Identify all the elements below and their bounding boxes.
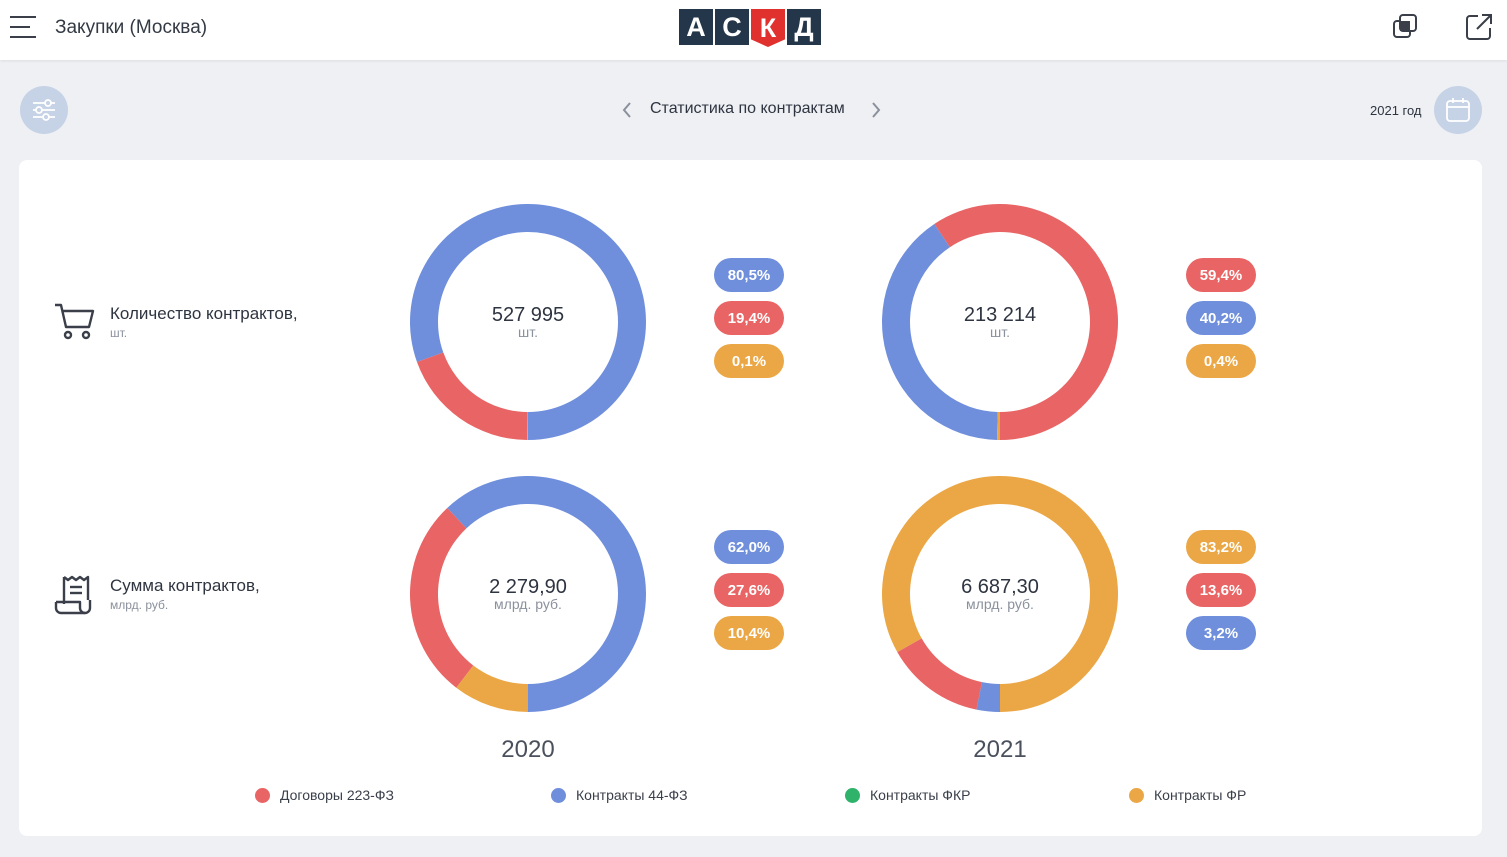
donut-unit: млрд. руб. — [966, 596, 1034, 612]
donut-value: 213 214 — [963, 304, 1037, 326]
filter-button[interactable] — [20, 86, 68, 134]
row-title-count: Количество контрактов, — [110, 304, 298, 323]
prev-arrow-icon[interactable] — [620, 100, 634, 120]
logo-letter: А — [679, 9, 713, 45]
year-caption-2021: 2021 — [973, 736, 1027, 763]
percent-badge: 13,6% — [1186, 573, 1256, 607]
percent-badge: 80,5% — [714, 258, 784, 292]
page-title: Статистика по контрактам — [650, 100, 845, 117]
receipt-icon — [54, 574, 96, 621]
copy-window-icon[interactable] — [1390, 12, 1420, 42]
legend-dot — [255, 787, 270, 803]
donut-segment — [976, 682, 1000, 712]
legend-label: Договоры 223-ФЗ — [280, 787, 394, 803]
donut-unit: млрд. руб. — [494, 596, 562, 612]
row-subtitle-count: шт. — [110, 326, 128, 340]
percent-badge: 83,2% — [1186, 530, 1256, 564]
calendar-icon — [1446, 98, 1470, 122]
donut-value: 527 995 — [491, 304, 565, 326]
percent-badge: 59,4% — [1186, 258, 1256, 292]
donut-value: 6 687,30 — [961, 576, 1039, 598]
legend-label: Контракты 44-ФЗ — [576, 787, 688, 803]
legend-item[interactable]: Контракты ФР — [1129, 787, 1246, 803]
donut-segment — [527, 411, 528, 440]
percent-badge: 40,2% — [1186, 301, 1256, 335]
donut-value: 2 279,90 — [489, 576, 567, 598]
legend-dot — [1129, 787, 1144, 803]
cart-icon — [53, 302, 97, 347]
legend-label: Контракты ФР — [1154, 787, 1247, 803]
next-arrow-icon[interactable] — [869, 100, 883, 120]
percent-badge: 62,0% — [714, 530, 784, 564]
percent-badge: 19,4% — [714, 301, 784, 335]
legend-item[interactable]: Контракты 44-ФЗ — [551, 787, 688, 803]
app-title: Закупки (Москва) — [55, 17, 208, 38]
legend-dot — [551, 787, 566, 803]
sliders-icon — [33, 99, 55, 121]
year-caption-2020: 2020 — [501, 736, 555, 763]
donut-count-2020: 527 995 шт. — [408, 202, 648, 442]
donut-segment — [897, 638, 983, 710]
legend-item[interactable]: Контракты ФКР — [845, 787, 970, 803]
percent-badge: 10,4% — [714, 616, 784, 650]
donut-unit: шт. — [518, 324, 538, 340]
donut-segment — [447, 476, 646, 712]
askd-logo: А С К Д — [679, 9, 823, 47]
year-label: 2021 год — [1370, 103, 1422, 118]
percent-badge: 3,2% — [1186, 616, 1256, 650]
open-external-icon[interactable] — [1464, 12, 1494, 42]
calendar-button[interactable] — [1434, 86, 1482, 134]
logo-letter: С — [715, 9, 749, 45]
donut-segment — [934, 204, 1118, 440]
legend-label: Контракты ФКР — [870, 787, 971, 803]
percent-badge: 0,1% — [714, 344, 784, 378]
legend-dot — [845, 787, 860, 803]
donut-count-2021: 213 214 шт. — [880, 202, 1120, 442]
hamburger-menu-icon[interactable] — [10, 14, 36, 40]
donut-segment — [456, 665, 528, 712]
donut-segment — [997, 411, 1000, 440]
row-title-sum: Сумма контрактов, — [110, 576, 260, 595]
donut-unit: шт. — [990, 324, 1010, 340]
percent-badge: 27,6% — [714, 573, 784, 607]
logo-letter: Д — [787, 9, 821, 45]
legend-item[interactable]: Договоры 223-ФЗ — [255, 787, 394, 803]
donut-segment — [410, 507, 474, 688]
donut-segment — [416, 352, 528, 440]
donut-segment — [882, 223, 998, 440]
logo-letter: К — [751, 9, 785, 47]
percent-badge: 0,4% — [1186, 344, 1256, 378]
row-subtitle-sum: млрд. руб. — [110, 598, 169, 612]
top-bar: Закупки (Москва) А С К Д — [0, 0, 1507, 60]
donut-sum-2021: 6 687,30 млрд. руб. — [880, 474, 1120, 714]
donut-sum-2020: 2 279,90 млрд. руб. — [408, 474, 648, 714]
